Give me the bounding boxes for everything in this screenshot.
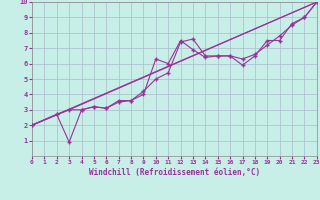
X-axis label: Windchill (Refroidissement éolien,°C): Windchill (Refroidissement éolien,°C): [89, 168, 260, 177]
